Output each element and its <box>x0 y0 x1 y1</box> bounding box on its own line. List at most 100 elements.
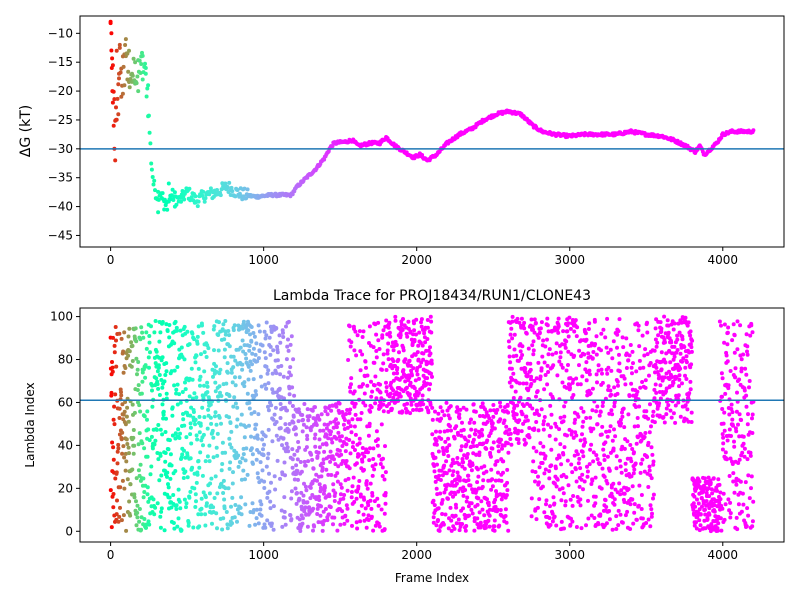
lambda-point <box>506 528 511 533</box>
lambda-point <box>581 454 586 459</box>
lambda-point <box>458 407 463 412</box>
lambda-point <box>201 443 205 448</box>
lambda-point <box>580 432 584 437</box>
lambda-point <box>212 348 216 353</box>
lambda-point <box>720 394 724 399</box>
lambda-point <box>137 507 142 511</box>
lambda-point <box>381 352 386 357</box>
lambda-point <box>361 512 366 517</box>
lambda-point <box>504 493 509 498</box>
delta-g-point <box>160 191 165 196</box>
lambda-point <box>476 496 481 501</box>
lambda-point <box>612 497 617 502</box>
lambda-point <box>267 335 272 340</box>
lambda-point <box>600 424 605 429</box>
lambda-point <box>602 458 607 462</box>
lambda-point <box>584 523 588 528</box>
lambda-point <box>374 349 379 353</box>
delta-g-point <box>110 56 115 61</box>
lambda-point <box>688 387 693 392</box>
lambda-point <box>620 335 625 340</box>
lambda-point <box>228 442 232 447</box>
lambda-point <box>172 368 177 373</box>
lambda-point <box>274 433 279 438</box>
lambda-point <box>733 426 738 431</box>
lambda-point <box>677 377 682 382</box>
lambda-point <box>233 383 238 388</box>
lambda-point <box>336 430 341 435</box>
lambda-point <box>631 471 636 476</box>
bottom-y-tick-label: 80 <box>58 353 73 367</box>
lambda-point <box>509 384 514 389</box>
lambda-point <box>252 508 256 512</box>
lambda-point <box>726 383 731 388</box>
lambda-point <box>572 453 577 458</box>
lambda-point <box>205 390 210 395</box>
lambda-point <box>607 468 612 473</box>
lambda-point <box>593 342 598 346</box>
lambda-point <box>669 374 674 379</box>
lambda-point <box>494 410 499 415</box>
lambda-point <box>130 402 135 407</box>
lambda-point <box>534 376 539 381</box>
lambda-point <box>664 406 669 411</box>
lambda-point <box>499 437 503 442</box>
lambda-point <box>566 483 571 488</box>
lambda-point <box>416 357 421 362</box>
lambda-point <box>505 441 510 446</box>
lambda-point <box>371 528 376 533</box>
lambda-point <box>140 330 145 335</box>
lambda-point <box>737 412 742 417</box>
lambda-point <box>427 387 432 392</box>
lambda-point <box>718 497 723 502</box>
lambda-point <box>284 324 288 329</box>
lambda-point <box>282 495 287 500</box>
delta-g-point <box>751 128 756 133</box>
lambda-point <box>174 503 179 508</box>
lambda-point <box>492 426 497 431</box>
lambda-point <box>265 456 270 461</box>
lambda-point <box>242 380 247 385</box>
lambda-point <box>321 522 326 527</box>
lambda-point <box>533 479 537 484</box>
delta-g-point <box>140 77 145 82</box>
lambda-point <box>150 383 155 388</box>
top-y-ticks: −10−15−20−25−30−35−40−45 <box>48 26 80 242</box>
lambda-point <box>347 411 352 416</box>
lambda-point <box>187 495 192 500</box>
lambda-point <box>334 436 339 441</box>
delta-g-point <box>193 194 198 199</box>
lambda-point <box>320 442 325 447</box>
lambda-point <box>303 484 308 489</box>
lambda-point <box>223 486 228 491</box>
lambda-point <box>137 403 142 408</box>
lambda-point <box>109 390 114 395</box>
lambda-point <box>401 348 406 353</box>
lambda-point <box>691 501 696 506</box>
lambda-point <box>547 469 552 474</box>
lambda-point <box>490 477 495 482</box>
lambda-point <box>728 456 733 461</box>
lambda-point <box>394 343 399 347</box>
lambda-point <box>281 335 286 339</box>
lambda-point <box>220 527 225 532</box>
lambda-point <box>501 470 505 475</box>
lambda-point <box>194 395 199 400</box>
lambda-point <box>359 503 364 508</box>
lambda-point <box>579 526 584 531</box>
lambda-point <box>526 387 531 391</box>
lambda-point <box>411 408 416 412</box>
lambda-point <box>321 461 326 466</box>
lambda-point <box>212 496 217 500</box>
lambda-point <box>616 523 621 528</box>
lambda-point <box>625 439 630 444</box>
lambda-point <box>207 491 212 496</box>
lambda-point <box>620 520 625 525</box>
lambda-point <box>378 390 383 395</box>
lambda-point <box>211 455 216 460</box>
lambda-point <box>164 361 169 366</box>
lambda-point <box>374 429 379 434</box>
lambda-point <box>323 409 328 414</box>
lambda-point <box>701 489 706 494</box>
lambda-point <box>403 357 408 362</box>
